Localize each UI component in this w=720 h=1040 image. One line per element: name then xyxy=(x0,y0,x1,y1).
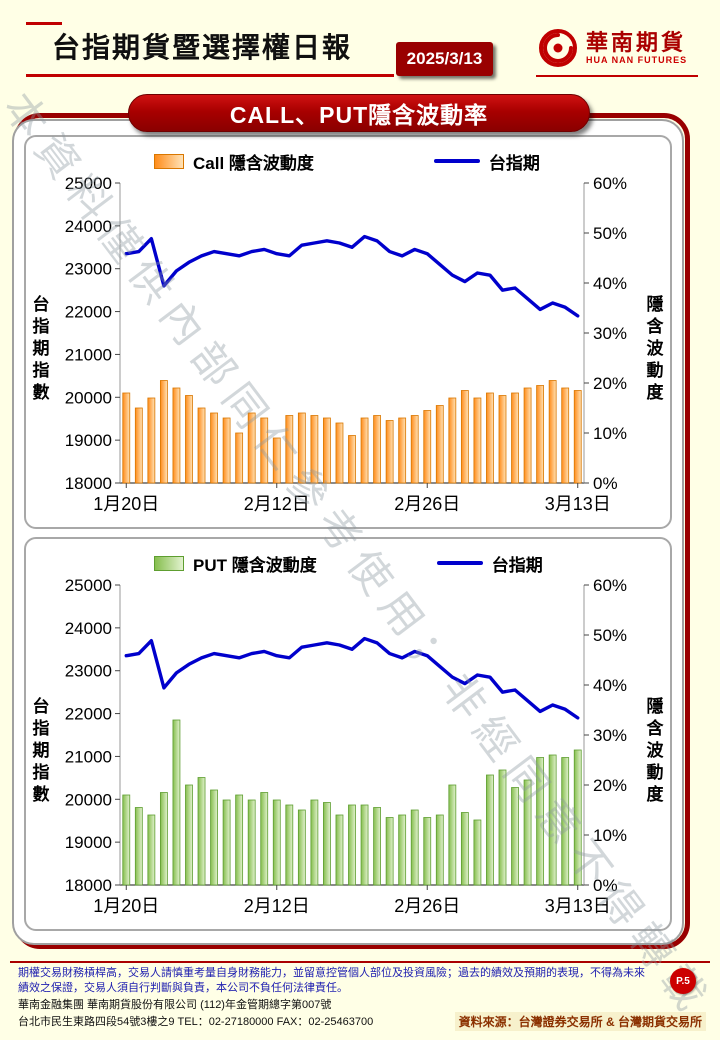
svg-text:30%: 30% xyxy=(593,726,627,745)
svg-text:21000: 21000 xyxy=(65,345,112,364)
svg-text:19000: 19000 xyxy=(65,833,112,852)
svg-text:10%: 10% xyxy=(593,826,627,845)
call-right-axis-title: 隱含波動度 xyxy=(646,295,664,402)
svg-text:30%: 30% xyxy=(593,324,627,343)
taiex-line xyxy=(124,636,580,720)
svg-text:24000: 24000 xyxy=(65,217,112,236)
address-line: 台北市民生東路四段54號3樓之9 TEL：02-27180000 FAX：02-… xyxy=(18,1016,374,1028)
section-banner: CALL、PUT隱含波動率 xyxy=(128,94,590,132)
put-bar-swatch-icon xyxy=(154,555,184,571)
legend-label-taiex: 台指期 xyxy=(488,153,540,173)
main-chart-frame: Call 隱含波動度 台指期 台指期指數 18000 19000 20000 2100… xyxy=(12,119,684,945)
company-line: 華南金融集團 華南期貨股份有限公司 (112)年金管期總字第007號 xyxy=(18,999,332,1011)
svg-text:50%: 50% xyxy=(593,626,627,645)
svg-text:10%: 10% xyxy=(593,424,627,443)
svg-text:25000: 25000 xyxy=(65,577,112,595)
svg-text:50%: 50% xyxy=(593,224,627,243)
svg-text:60%: 60% xyxy=(593,577,627,595)
svg-text:24000: 24000 xyxy=(65,619,112,638)
line-swatch-icon xyxy=(433,159,480,163)
put-right-axis-title: 隱含波動度 xyxy=(646,697,664,804)
legend-label-taiex: 台指期 xyxy=(491,555,543,575)
header-accent-mark xyxy=(26,22,62,25)
svg-text:40%: 40% xyxy=(593,274,627,293)
call-left-axis-title: 台指期指數 xyxy=(32,295,50,402)
PUT 隱含波動度 xyxy=(122,719,582,886)
svg-text:20000: 20000 xyxy=(65,388,112,407)
legend-item-call: Call 隱含波動度 xyxy=(154,149,314,174)
svg-text:60%: 60% xyxy=(593,175,627,193)
svg-text:1月20日: 1月20日 xyxy=(93,896,159,916)
call-chart-panel: Call 隱含波動度 台指期 台指期指數 18000 19000 20000 2100… xyxy=(24,135,672,529)
risk-disclaimer: 期權交易財務槓桿高，交易人請慎重考量自身財務能力，並留意控管個人部位及投資風險；… xyxy=(18,967,645,994)
svg-text:0%: 0% xyxy=(593,474,618,493)
svg-text:23000: 23000 xyxy=(65,662,112,681)
legend-item-put: PUT 隱含波動度 xyxy=(154,551,317,576)
legend-item-taiex-futures: 台指期 xyxy=(436,551,543,576)
svg-text:23000: 23000 xyxy=(65,260,112,279)
svg-text:18000: 18000 xyxy=(65,876,112,895)
taiex-line xyxy=(124,234,580,318)
header-underline xyxy=(26,74,394,77)
put-chart-svg: 18000 19000 20000 21000 22000 23000 24000 25000… xyxy=(65,577,627,916)
svg-text:18000: 18000 xyxy=(65,474,112,493)
line-swatch-icon xyxy=(436,561,483,565)
svg-text:1月20日: 1月20日 xyxy=(93,494,159,514)
page-title: 台指期貨暨選擇權日報 xyxy=(52,32,353,63)
svg-text:3月13日: 3月13日 xyxy=(545,896,611,916)
legend-item-taiex-futures: 台指期 xyxy=(433,149,540,174)
logo-name: 華南期貨 xyxy=(586,30,687,55)
svg-text:20%: 20% xyxy=(593,776,627,795)
svg-text:20000: 20000 xyxy=(65,790,112,809)
svg-text:22000: 22000 xyxy=(65,705,112,724)
svg-text:2月12日: 2月12日 xyxy=(244,494,310,514)
svg-text:22000: 22000 xyxy=(65,303,112,322)
report-date-badge: 2025/3/13 xyxy=(396,42,493,76)
svg-text:0%: 0% xyxy=(593,876,618,895)
data-source-label: 資料來源：台灣證券交易所 & 台灣期貨交易所 xyxy=(454,1012,706,1031)
page-number-badge: P.5 xyxy=(670,968,696,994)
legend-label-put: PUT 隱含波動度 xyxy=(193,555,317,575)
put-chart-panel: PUT 隱含波動度 台指期 台指期指數 18000 19000 20000 21000… xyxy=(24,537,672,931)
legend-label-call: Call 隱含波動度 xyxy=(193,153,314,173)
svg-text:20%: 20% xyxy=(593,374,627,393)
put-chart-legend: PUT 隱含波動度 台指期 xyxy=(26,539,670,577)
put-chart-area: 台指期指數 18000 19000 20000 21000 22000 23000 2400… xyxy=(26,577,670,925)
company-logo: 華南期貨 HUA NAN FUTURES xyxy=(536,26,698,77)
huanan-logo-icon xyxy=(539,29,577,67)
call-chart-area: 台指期指數 18000 19000 20000 21000 22000 23000 2400… xyxy=(26,175,670,523)
svg-text:3月13日: 3月13日 xyxy=(545,494,611,514)
call-bar-swatch-icon xyxy=(154,153,184,169)
svg-text:21000: 21000 xyxy=(65,747,112,766)
logo-subtitle: HUA NAN FUTURES xyxy=(586,55,688,65)
svg-text:2月26日: 2月26日 xyxy=(394,896,460,916)
svg-text:2月26日: 2月26日 xyxy=(394,494,460,514)
footer-text-block: 期權交易財務槓桿高，交易人請慎重考量自身財務能力，並留意控管個人部位及投資風險；… xyxy=(18,966,654,1030)
call-chart-svg: 18000 19000 20000 21000 22000 23000 24000 25000… xyxy=(65,175,627,514)
svg-text:2月12日: 2月12日 xyxy=(244,896,310,916)
Call 隱含波動度 xyxy=(122,380,582,484)
svg-text:19000: 19000 xyxy=(65,431,112,450)
svg-text:40%: 40% xyxy=(593,676,627,695)
put-left-axis-title: 台指期指數 xyxy=(32,697,50,804)
call-chart-legend: Call 隱含波動度 台指期 xyxy=(26,137,670,175)
svg-text:25000: 25000 xyxy=(65,175,112,193)
footer-rule xyxy=(10,961,710,963)
